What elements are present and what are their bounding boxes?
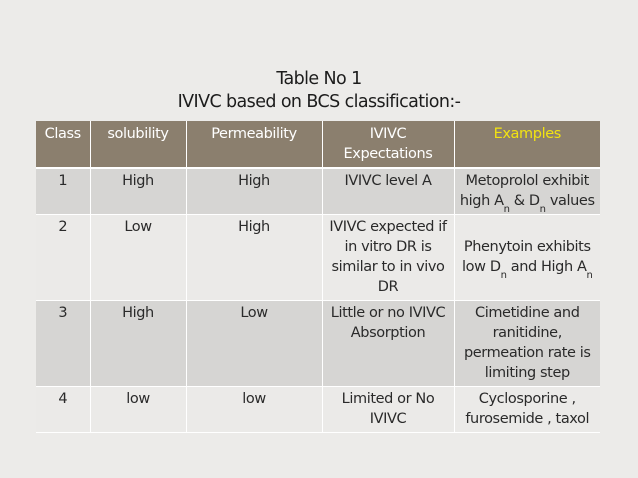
cell-expectation: IVIVC level A (322, 168, 455, 215)
example-text: and High A (506, 259, 587, 275)
cell-solubility: High (90, 300, 187, 387)
subscript-n: n (500, 269, 507, 281)
header-examples: Examples (454, 121, 600, 169)
table-row: 2 Low High IVIVC expected if in vitro DR… (36, 214, 600, 301)
cell-permeability: High (186, 214, 323, 301)
header-class: Class (36, 121, 91, 169)
header-ivivc-expectations: IVIVC Expectations (322, 121, 455, 169)
cell-example: Metoprolol exhibit high An & Dn values (454, 168, 600, 215)
subscript-n: n (503, 203, 510, 215)
cell-permeability: Low (186, 300, 323, 387)
example-text: & D (509, 193, 540, 209)
example-text: Metoprolol exhibit high A (459, 173, 589, 209)
cell-class: 2 (36, 214, 91, 301)
cell-expectation: Limited or No IVIVC (322, 386, 455, 433)
cell-expectation: Little or no IVIVC Absorption (322, 300, 455, 387)
table-row: 3 High Low Little or no IVIVC Absorption… (36, 300, 600, 387)
example-text: Phenytoin exhibits low D (462, 239, 591, 275)
table-row: 4 low low Limited or No IVIVC Cyclospori… (36, 386, 600, 433)
cell-example: Cyclosporine , furosemide , taxol (454, 386, 600, 433)
subscript-n: n (586, 269, 593, 281)
cell-example: Cimetidine and ranitidine, permeation ra… (454, 300, 600, 387)
header-permeability: Permeability (186, 121, 323, 169)
cell-expectation: IVIVC expected if in vitro DR is similar… (322, 214, 455, 301)
cell-solubility: low (90, 386, 187, 433)
example-text: values (545, 193, 595, 209)
cell-class: 1 (36, 168, 91, 215)
cell-class: 3 (36, 300, 91, 387)
slide-subtitle: IVIVC based on BCS classification:- (177, 92, 461, 112)
header-solubility: solubility (90, 121, 187, 169)
subscript-n: n (539, 203, 546, 215)
slide-title: Table No 1 (276, 69, 362, 89)
cell-solubility: Low (90, 214, 187, 301)
table-row: 1 High High IVIVC level A Metoprolol exh… (36, 168, 600, 215)
table-header-row: Class solubility Permeability IVIVC Expe… (36, 121, 600, 169)
cell-class: 4 (36, 386, 91, 433)
cell-solubility: High (90, 168, 187, 215)
cell-example: Phenytoin exhibits low Dn and High An (454, 214, 600, 301)
cell-permeability: High (186, 168, 323, 215)
bcs-ivivc-table: Class solubility Permeability IVIVC Expe… (36, 121, 600, 433)
cell-permeability: low (186, 386, 323, 433)
